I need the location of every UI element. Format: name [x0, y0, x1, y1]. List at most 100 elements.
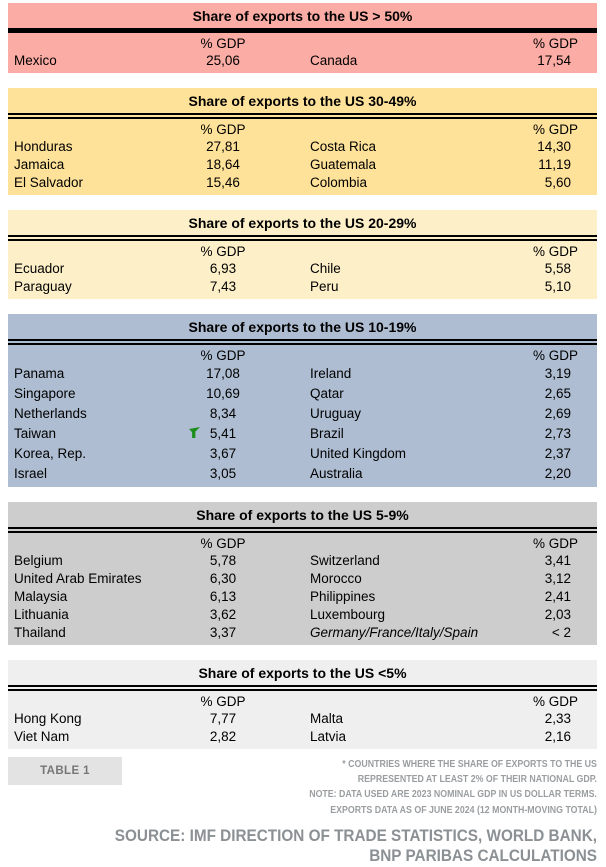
country-cell: Peru: [310, 279, 339, 294]
gdp-column-header: % GDP: [532, 536, 578, 551]
table-row: Paraguay 7,43 Peru 5,10: [8, 278, 597, 296]
table-row: Belgium 5,78 Switzerland 3,41: [8, 552, 597, 570]
title-separator: [8, 685, 597, 691]
spacer-cell: [8, 241, 188, 262]
spacer-cell: [258, 119, 310, 140]
value-cell: 27,81: [206, 139, 240, 154]
spacer-cell: [258, 424, 310, 444]
section-lt5: Share of exports to the US <5% % GDP % G…: [8, 660, 597, 749]
gdp-column-header: % GDP: [532, 36, 578, 51]
section-10-19: Share of exports to the US 10-19% % GDP …: [8, 314, 597, 487]
value-cell: 2,16: [544, 729, 571, 744]
country-group-cell: Germany/France/Italy/Spain: [310, 625, 479, 640]
spacer-cell: [258, 691, 310, 712]
value-cell: 11,19: [538, 157, 571, 172]
country-cell: Philippines: [310, 589, 376, 604]
table-row: Malaysia 6,13 Philippines 2,41: [8, 588, 597, 606]
table-row: Korea, Rep. 3,67 United Kingdom 2,37: [8, 444, 597, 464]
country-cell: Brazil: [310, 426, 344, 441]
source-line: SOURCE: IMF DIRECTION OF TRADE STATISTIC…: [114, 826, 597, 845]
value-cell: 3,62: [209, 607, 237, 622]
spacer-cell: [258, 33, 310, 54]
gdp-column-header: % GDP: [532, 348, 578, 363]
country-cell: Ireland: [310, 366, 352, 381]
value-text: 5,41: [209, 426, 237, 441]
gdp-column-header: % GDP: [200, 36, 246, 51]
section-title: Share of exports to the US 20-29%: [188, 215, 417, 231]
value-cell: 5,60: [544, 175, 571, 190]
value-cell: < 2: [551, 625, 571, 640]
table-row: Jamaica 18,64 Guatemala 11,19: [8, 156, 597, 174]
column-header-row: % GDP % GDP: [8, 241, 597, 260]
section-5-9: Share of exports to the US 5-9% % GDP % …: [8, 502, 597, 645]
title-separator: [8, 28, 597, 33]
table-row: Ecuador 6,93 Chile 5,58: [8, 260, 597, 278]
spacer-cell: [310, 241, 478, 262]
spacer-cell: [258, 404, 310, 424]
value-cell: 3,37: [209, 625, 237, 640]
spacer-cell: [258, 444, 310, 464]
value-cell: 25,06: [206, 53, 240, 68]
country-cell: Hong Kong: [14, 711, 82, 726]
country-cell: United Kingdom: [310, 446, 407, 461]
value-cell: 2,37: [544, 446, 571, 461]
table-row: Mexico 25,06 Canada 17,54: [8, 52, 597, 70]
spacer-cell: [258, 552, 310, 570]
country-cell: Chile: [310, 261, 341, 276]
section-20-29: Share of exports to the US 20-29% % GDP …: [8, 210, 597, 299]
table-row: Hong Kong 7,77 Malta 2,33: [8, 710, 597, 728]
spacer-cell: [310, 33, 478, 54]
country-cell: Paraguay: [14, 279, 72, 294]
value-cell: 3,19: [544, 366, 571, 381]
spacer-cell: [258, 728, 310, 746]
table-row: Israel 3,05 Australia 2,20: [8, 464, 597, 484]
country-cell: Guatemala: [310, 157, 377, 172]
footnote-line: REPRESENTED AT LEAST 2% OF THEIR NATIONA…: [357, 774, 597, 785]
section-title: Share of exports to the US <5%: [198, 665, 407, 681]
value-cell: 7,43: [209, 279, 237, 294]
footnotes: * COUNTRIES WHERE THE SHARE OF EXPORTS T…: [309, 757, 597, 818]
spacer-cell: [310, 533, 478, 554]
value-cell: 2,73: [544, 426, 571, 441]
country-cell: Australia: [310, 466, 363, 481]
spacer-cell: [310, 345, 478, 366]
spacer-cell: [258, 384, 310, 404]
spacer-cell: [258, 138, 310, 156]
spacer-cell: [258, 156, 310, 174]
value-cell: 5,78: [209, 553, 237, 568]
value-cell: 2,33: [544, 711, 571, 726]
spacer-cell: [8, 533, 188, 554]
value-cell: 2,20: [544, 466, 571, 481]
footer: TABLE 1 * COUNTRIES WHERE THE SHARE OF E…: [8, 757, 597, 818]
value-cell: 7,77: [209, 711, 237, 726]
source-line: BNP PARIBAS CALCULATIONS: [369, 846, 597, 865]
section-title: Share of exports to the US 10-19%: [188, 319, 417, 335]
spacer-cell: [258, 624, 310, 642]
column-header-row: % GDP % GDP: [8, 533, 597, 552]
country-cell: Uruguay: [310, 406, 362, 421]
gdp-column-header: % GDP: [532, 122, 578, 137]
spacer-cell: [8, 345, 188, 366]
spacer-cell: [310, 119, 478, 140]
value-cell: 2,65: [544, 386, 571, 401]
country-cell: Canada: [310, 53, 358, 68]
value-cell: 15,46: [206, 175, 240, 190]
country-cell: Thailand: [14, 625, 66, 640]
spacer-cell: [258, 606, 310, 624]
value-cell: 3,12: [544, 571, 571, 586]
spacer-cell: [258, 570, 310, 588]
country-cell: El Salvador: [14, 175, 84, 190]
spacer-cell: [258, 533, 310, 554]
country-cell: Luxembourg: [310, 607, 386, 622]
spacer-cell: [310, 691, 478, 712]
gdp-column-header: % GDP: [532, 244, 578, 259]
country-cell: Malta: [310, 711, 344, 726]
country-cell: United Arab Emirates: [14, 571, 142, 586]
value-cell: 3,67: [209, 446, 237, 461]
value-cell: 14,30: [537, 139, 571, 154]
spacer-cell: [258, 174, 310, 192]
table-row: Thailand 3,37 Germany/France/Italy/Spain…: [8, 624, 597, 642]
spacer-cell: [258, 710, 310, 728]
value-cell: 5,41: [188, 424, 258, 444]
